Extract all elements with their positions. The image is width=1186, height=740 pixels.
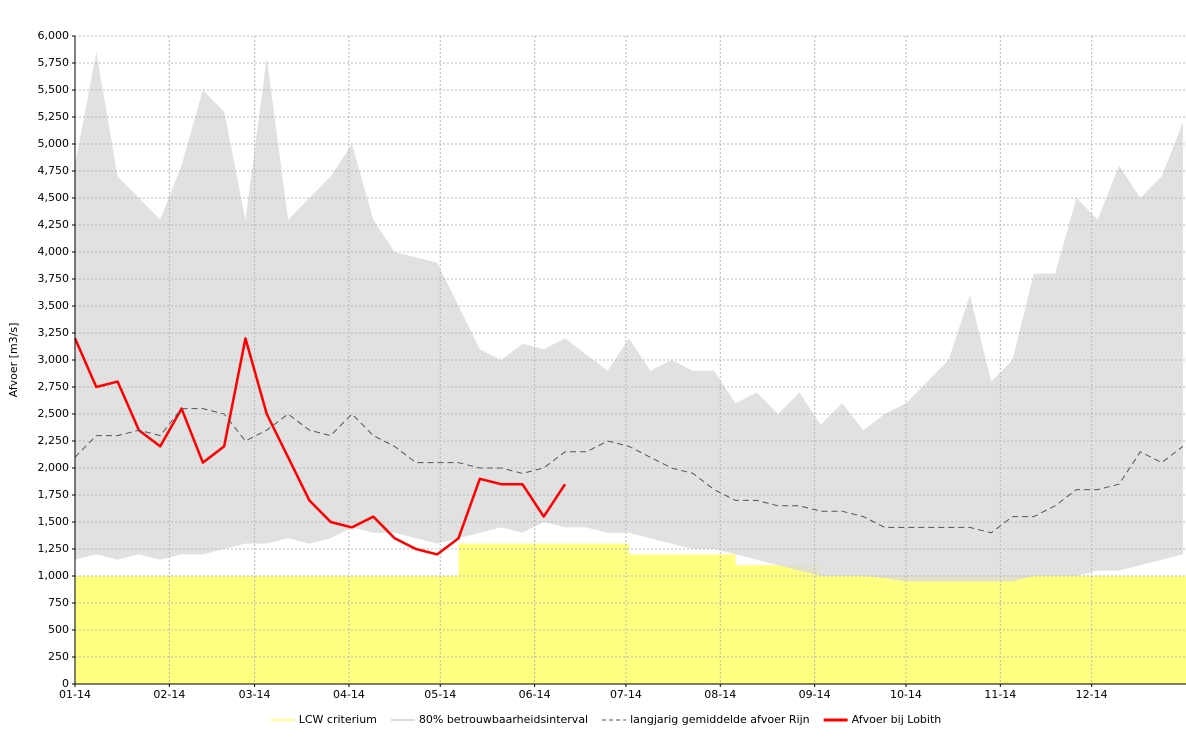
y-tick-label: 4,750 <box>38 164 70 177</box>
x-tick-label: 11-14 <box>984 688 1016 701</box>
y-tick-label: 0 <box>62 677 69 690</box>
y-tick-label: 2,500 <box>38 407 70 420</box>
legend-label: Afvoer bij Lobith <box>852 713 942 726</box>
y-tick-label: 500 <box>48 623 69 636</box>
y-tick-label: 1,500 <box>38 515 70 528</box>
legend-label: langjarig gemiddelde afvoer Rijn <box>630 713 810 726</box>
x-tick-label: 06-14 <box>519 688 551 701</box>
y-tick-label: 4,000 <box>38 245 70 258</box>
y-tick-label: 250 <box>48 650 69 663</box>
y-tick-label: 4,500 <box>38 191 70 204</box>
y-tick-label: 4,250 <box>38 218 70 231</box>
y-axis-label: Afvoer [m3/s] <box>7 323 20 398</box>
y-tick-label: 5,000 <box>38 137 70 150</box>
discharge-line <box>73 337 567 556</box>
legend-item: langjarig gemiddelde afvoer Rijn <box>602 713 810 726</box>
x-tick-label: 05-14 <box>424 688 456 701</box>
mean-line <box>74 408 1184 534</box>
y-tick-label: 3,500 <box>38 299 70 312</box>
y-tick-label: 5,750 <box>38 56 70 69</box>
x-tick-label: 01-14 <box>59 688 91 701</box>
legend-item: LCW criterium <box>270 713 377 726</box>
x-tick-label: 09-14 <box>799 688 831 701</box>
legend-label: LCW criterium <box>299 713 377 726</box>
y-tick-label: 5,250 <box>38 110 70 123</box>
y-tick-label: 1,250 <box>38 542 70 555</box>
y-tick-label: 2,750 <box>38 380 70 393</box>
x-tick-label: 03-14 <box>239 688 271 701</box>
y-tick-label: 750 <box>48 596 69 609</box>
y-tick-label: 6,000 <box>38 29 70 42</box>
y-tick-label: 5,500 <box>38 83 70 96</box>
y-tick-label: 1,750 <box>38 488 70 501</box>
y-tick-label: 1,000 <box>38 569 70 582</box>
legend: LCW criterium 80% betrouwbaarheidsinterva… <box>270 713 942 726</box>
x-tick-label: 02-14 <box>153 688 185 701</box>
x-tick-label: 10-14 <box>890 688 922 701</box>
y-tick-label: 2,250 <box>38 434 70 447</box>
x-tick-label: 08-14 <box>704 688 736 701</box>
y-tick-label: 3,750 <box>38 272 70 285</box>
legend-item: Afvoer bij Lobith <box>823 713 942 726</box>
x-tick-label: 12-14 <box>1076 688 1108 701</box>
y-tick-label: 3,000 <box>38 353 70 366</box>
x-tick-label: 04-14 <box>333 688 365 701</box>
x-tick-label: 07-14 <box>610 688 642 701</box>
y-tick-label: 2,000 <box>38 461 70 474</box>
legend-item: 80% betrouwbaarheidsinterval <box>390 713 588 726</box>
legend-label: 80% betrouwbaarheidsinterval <box>419 713 588 726</box>
y-tick-label: 3,250 <box>38 326 70 339</box>
